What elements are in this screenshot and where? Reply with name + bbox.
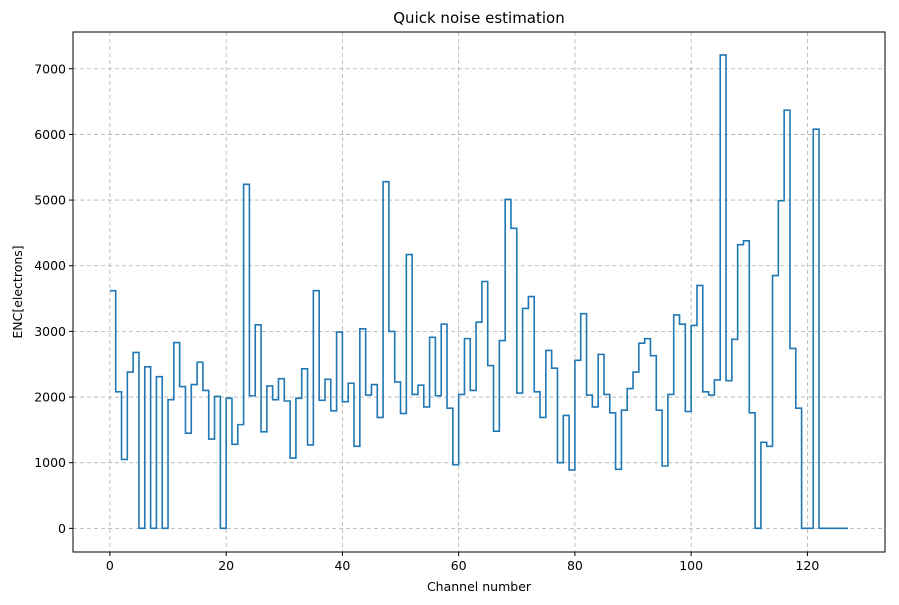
y-axis-ticks: 0 1000 2000 3000 4000 5000 6000 7000 — [34, 61, 73, 536]
y-tick-label: 1000 — [34, 455, 66, 470]
y-tick-label: 3000 — [34, 324, 66, 339]
y-tick-label: 4000 — [34, 258, 66, 273]
noise-series-line — [109, 54, 849, 530]
y-axis-label: ENC[electrons] — [10, 245, 25, 338]
x-tick-label: 100 — [679, 558, 703, 573]
chart-title: Quick noise estimation — [393, 9, 564, 27]
y-tick-label: 5000 — [34, 193, 66, 208]
x-tick-label: 80 — [567, 558, 583, 573]
series-layer — [109, 54, 849, 530]
x-tick-label: 0 — [106, 558, 114, 573]
grid — [73, 32, 885, 552]
y-tick-label: 2000 — [34, 390, 66, 405]
x-tick-label: 40 — [334, 558, 350, 573]
y-tick-label: 7000 — [34, 61, 66, 76]
x-tick-label: 20 — [218, 558, 234, 573]
x-tick-label: 60 — [451, 558, 467, 573]
x-axis-ticks: 0 20 40 60 80 100 120 — [106, 552, 819, 573]
x-axis-label: Channel number — [427, 579, 532, 594]
y-tick-label: 6000 — [34, 127, 66, 142]
y-tick-label: 0 — [58, 521, 66, 536]
x-tick-label: 120 — [795, 558, 819, 573]
plot-frame — [72, 31, 886, 553]
